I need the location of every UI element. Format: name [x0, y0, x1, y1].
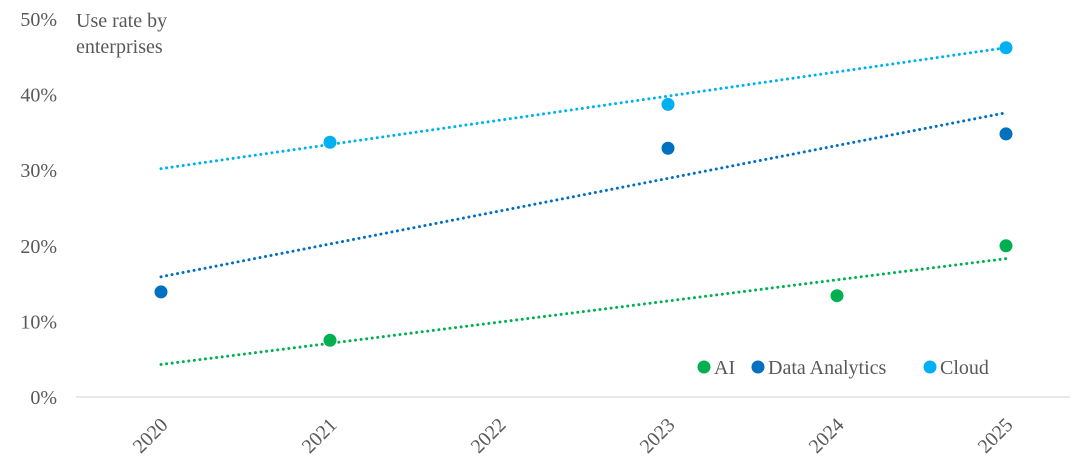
legend-marker [697, 360, 711, 374]
x-tick-label: 2023 [636, 414, 680, 458]
data-points [154, 41, 1013, 347]
point-cloud [323, 135, 337, 149]
y-tick-label: 30% [20, 160, 57, 182]
y-tick-label: 40% [20, 85, 57, 107]
point-data-analytics [154, 285, 168, 299]
point-data-analytics [999, 127, 1013, 141]
y-tick-label: 10% [20, 311, 57, 333]
legend-marker [923, 360, 937, 374]
y-axis-title-line-2: enterprises [76, 36, 163, 58]
legend-label: Cloud [940, 357, 989, 379]
point-cloud [661, 97, 675, 111]
legend-label: AI [714, 357, 735, 379]
y-tick-label: 50% [20, 9, 57, 31]
y-axis-title-line-1: Use rate by [76, 10, 167, 32]
y-axis-title: Use rate by enterprises [76, 10, 167, 58]
x-tick-label: 2022 [467, 414, 511, 458]
x-tick-label: 2025 [974, 414, 1018, 458]
legend: AI Data Analytics Cloud [697, 357, 989, 379]
point-ai [830, 289, 844, 303]
y-tick-label: 20% [20, 236, 57, 258]
trendline-ai [159, 257, 1008, 366]
x-tick-label: 2021 [298, 414, 342, 458]
point-cloud [999, 41, 1013, 55]
x-tick-label: 2020 [129, 414, 173, 458]
trendline-cloud [159, 46, 1008, 171]
point-data-analytics [661, 141, 675, 155]
y-axis-tick-labels: 0% 10% 20% 30% 40% 50% [20, 9, 57, 409]
x-tick-label: 2024 [805, 414, 849, 458]
trendline-data-analytics [159, 111, 1008, 279]
y-tick-label: 0% [30, 387, 57, 409]
point-ai [323, 333, 337, 347]
trendlines [159, 46, 1008, 366]
legend-label: Data Analytics [768, 357, 887, 379]
legend-marker [751, 360, 765, 374]
x-axis-tick-labels: 2020 2021 2022 2023 2024 2025 [129, 414, 1018, 458]
point-ai [999, 239, 1013, 253]
